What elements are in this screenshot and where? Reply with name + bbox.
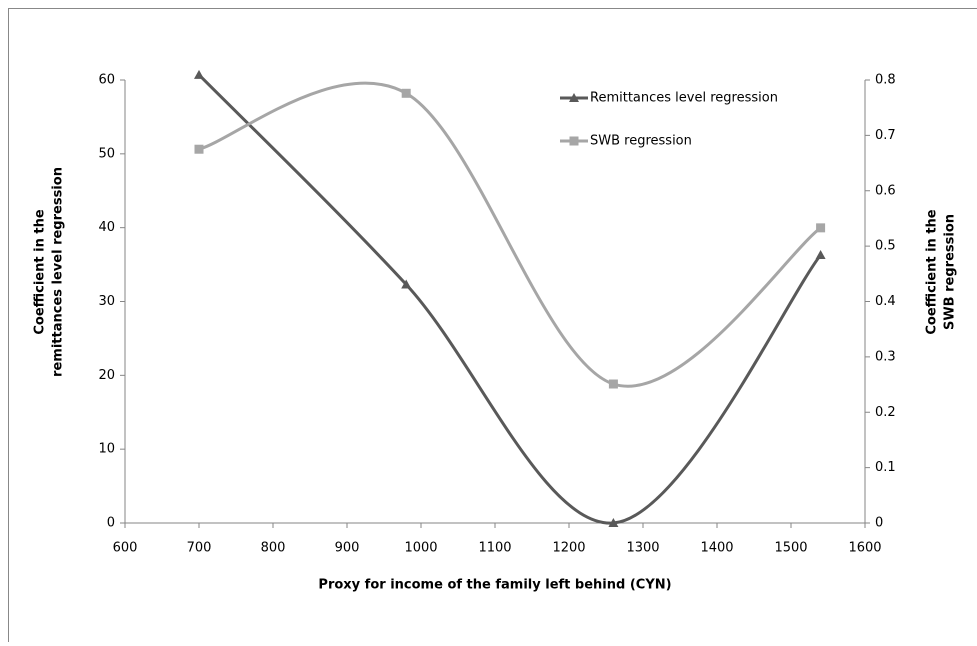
x-tick-label: 700	[187, 541, 212, 556]
x-tick-label: 1000	[404, 541, 437, 556]
y-tick-label: 60	[98, 73, 115, 88]
y2-tick-label: 0.6	[875, 183, 896, 198]
y-tick-label: 0	[107, 516, 115, 531]
x-tick-label: 1400	[700, 541, 733, 556]
y2-tick-label: 0.1	[875, 460, 896, 475]
y2-tick-label: 0.8	[875, 73, 896, 88]
marker	[402, 89, 411, 98]
x-tick-label: 900	[335, 541, 360, 556]
x-tick-label: 1300	[626, 541, 659, 556]
marker	[816, 223, 825, 232]
y-axis-title: Coefficient in the	[33, 209, 48, 334]
x-tick-label: 1200	[552, 541, 585, 556]
y-tick-label: 30	[98, 294, 115, 309]
y-tick-label: 10	[98, 442, 115, 457]
y2-tick-label: 0.4	[875, 294, 896, 309]
series-line	[199, 83, 821, 386]
y2-tick-label: 0	[875, 516, 883, 531]
x-axis-title: Proxy for income of the family left behi…	[318, 578, 671, 593]
series-line	[199, 75, 821, 523]
y-tick-label: 50	[98, 146, 115, 161]
y2-tick-label: 0.7	[875, 128, 896, 143]
y2-tick-label: 0.2	[875, 405, 896, 420]
legend-label: Remittances level regression	[590, 91, 778, 106]
x-tick-label: 1100	[478, 541, 511, 556]
marker	[194, 70, 204, 79]
marker	[195, 145, 204, 154]
x-tick-label: 1600	[848, 541, 881, 556]
x-tick-label: 800	[261, 541, 286, 556]
x-tick-label: 600	[113, 541, 138, 556]
marker	[570, 137, 579, 146]
legend-label: SWB regression	[590, 134, 692, 149]
marker	[609, 380, 618, 389]
y-axis-title: remittances level regression	[51, 167, 66, 377]
marker	[816, 250, 826, 259]
y2-axis-title: Coefficient in the	[925, 209, 940, 334]
x-tick-label: 1500	[774, 541, 807, 556]
y-tick-label: 40	[98, 220, 115, 235]
y2-axis-title: SWB regression	[943, 214, 958, 330]
y-tick-label: 20	[98, 368, 115, 383]
y2-tick-label: 0.3	[875, 349, 896, 364]
y2-tick-label: 0.5	[875, 239, 896, 254]
